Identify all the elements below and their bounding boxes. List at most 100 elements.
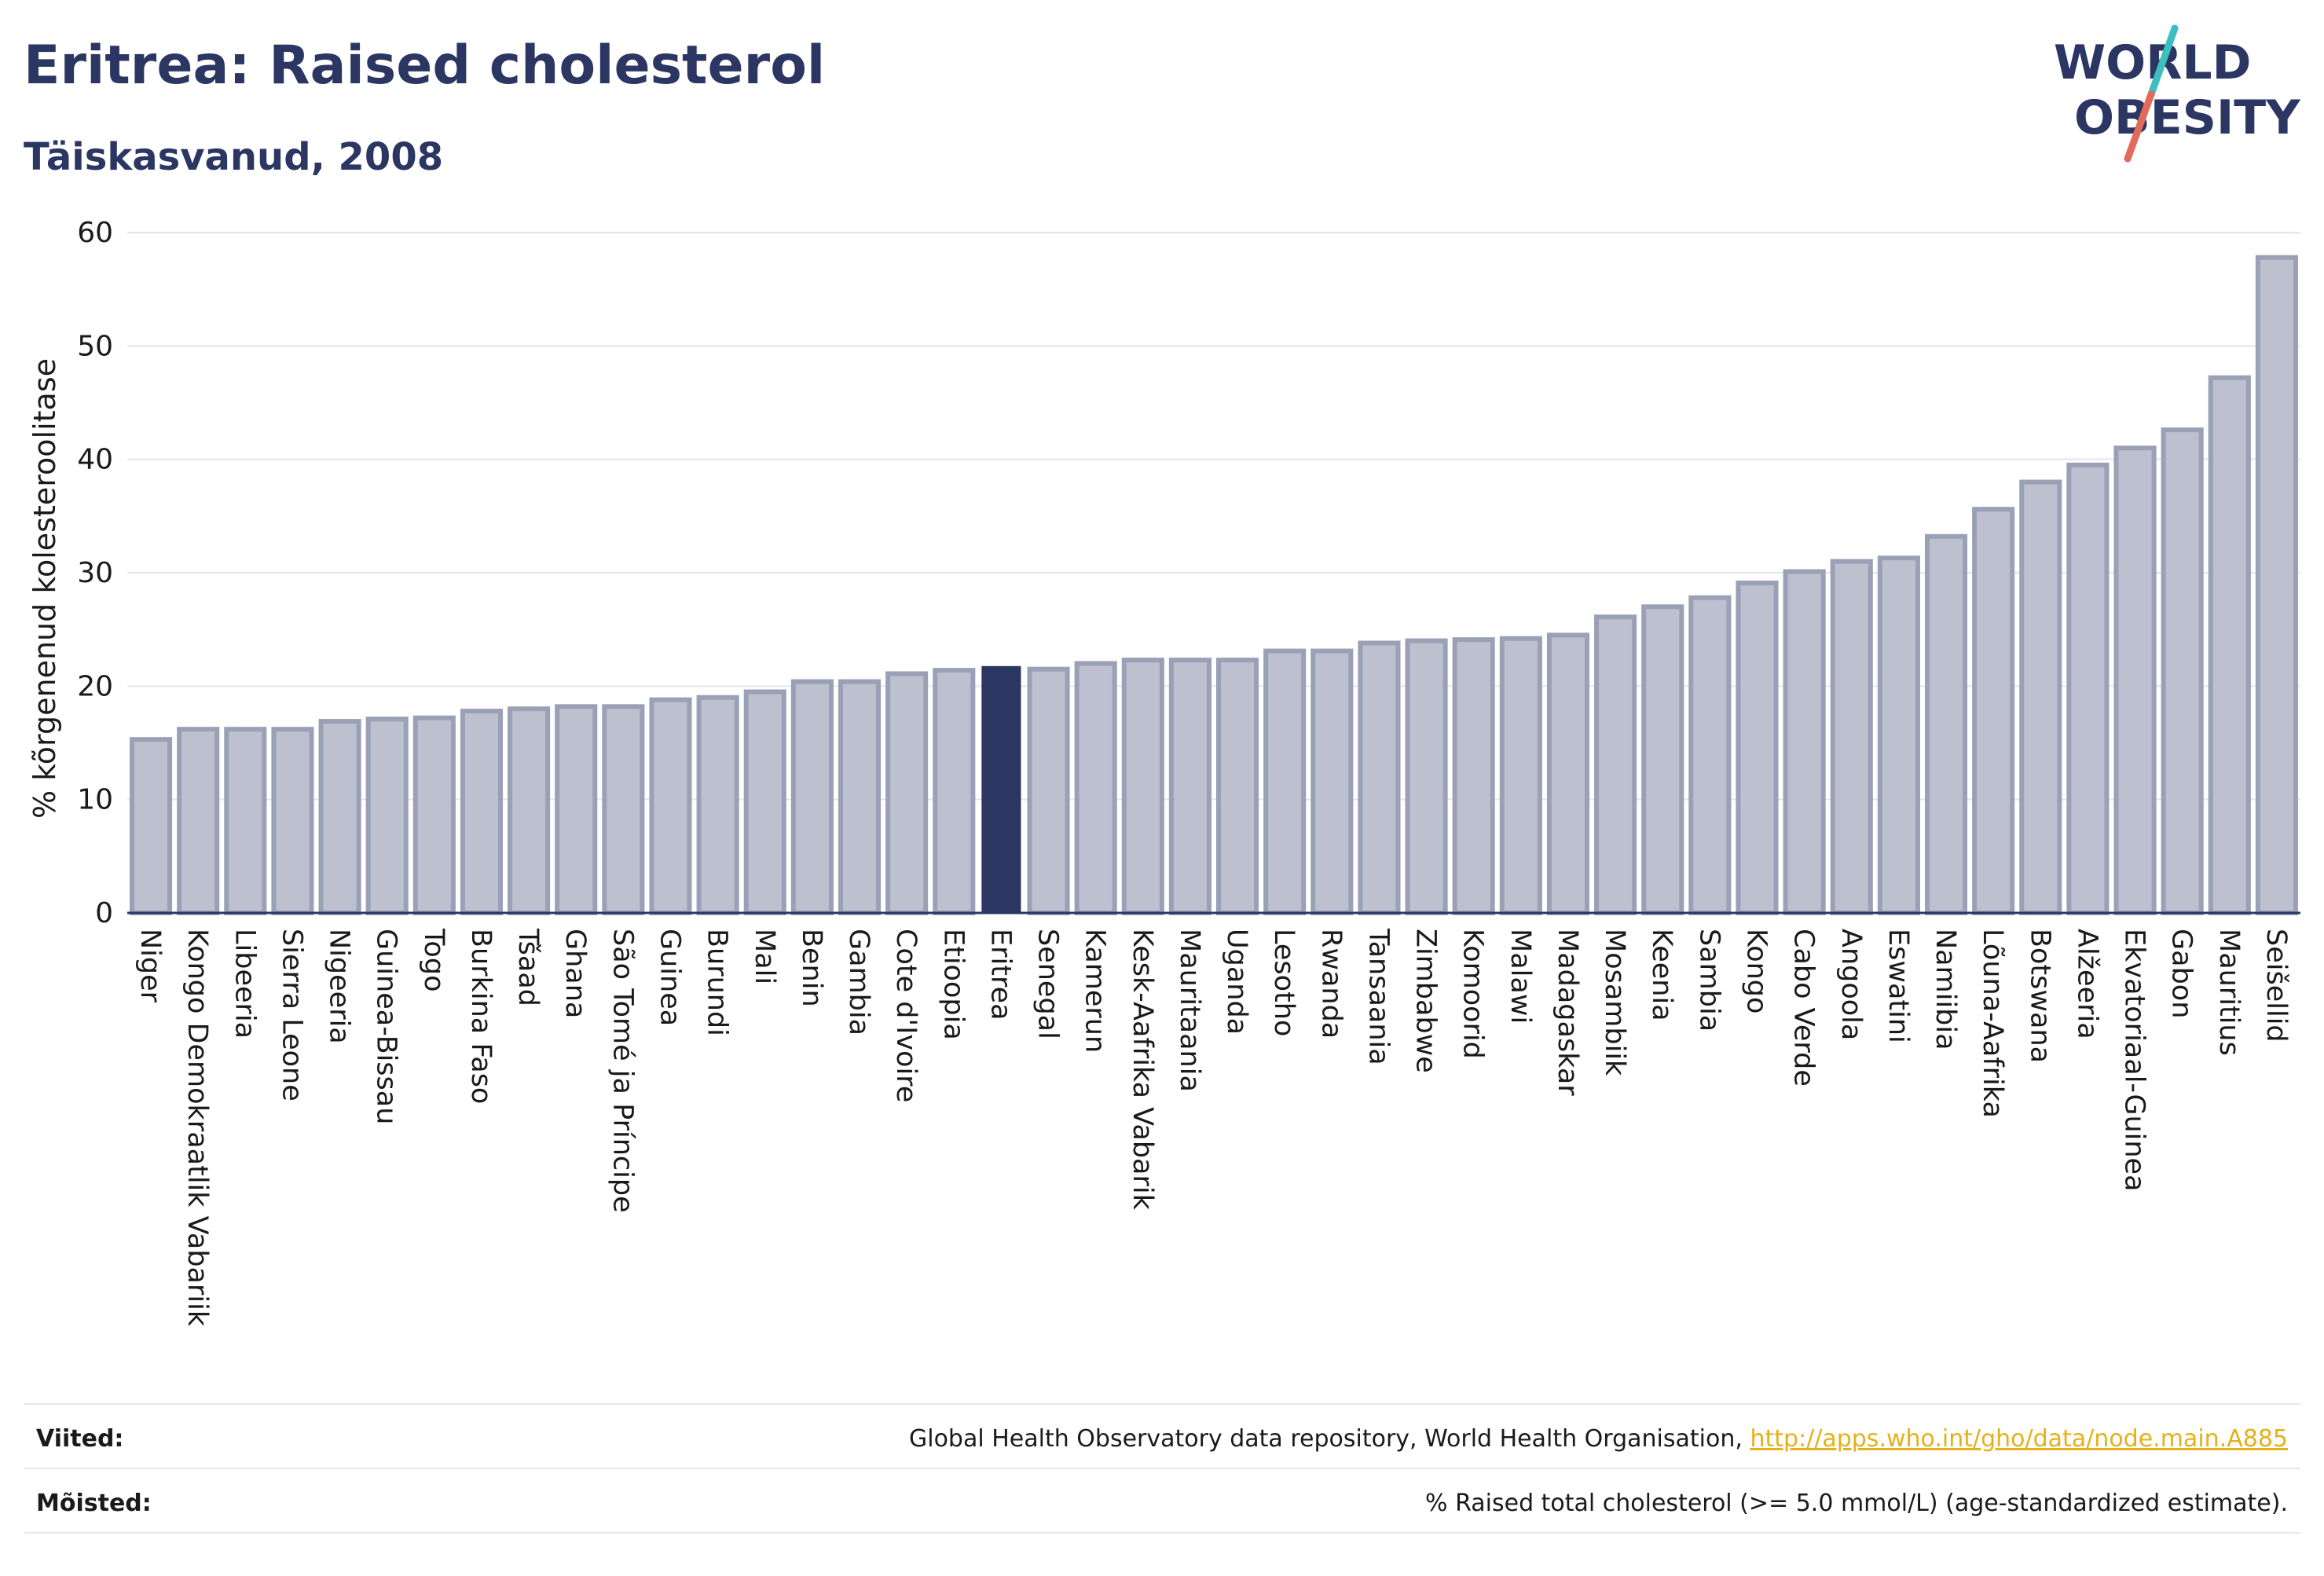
bar	[1594, 614, 1637, 915]
chart-subtitle: Täiskasvanud, 2008	[24, 135, 444, 179]
y-tick-label: 0	[95, 897, 113, 929]
footer-divider-bottom	[24, 1532, 2300, 1534]
y-tick-label: 30	[77, 557, 113, 589]
bar	[177, 727, 220, 915]
x-tick-label: Botswana	[2024, 929, 2055, 1063]
x-tick-label: Lõuna-Aafrika	[1977, 929, 2008, 1118]
x-tick-label: Etioopia	[937, 929, 969, 1040]
x-tick-label: Togo	[418, 928, 449, 991]
bar	[224, 727, 267, 915]
x-tick-label: Guinea-Bissau	[371, 929, 402, 1124]
bar	[2255, 255, 2298, 915]
x-tick-label: Seišellid	[2260, 929, 2292, 1043]
sources-link[interactable]: http://apps.who.int/gho/data/node.main.A…	[1750, 1425, 2288, 1453]
x-tick-label: Kesk-Aafrika Vabarik	[1127, 929, 1158, 1211]
bar	[318, 719, 361, 915]
bar-chart: 0 10 20 30 40 50 60 Niger Kongo Demokraatlik Vab…	[27, 217, 2300, 1327]
world-obesity-logo: WORLD OBESITY	[2054, 24, 2301, 163]
bar	[271, 727, 314, 915]
y-tick-label: 50	[77, 330, 113, 362]
bar	[885, 671, 929, 915]
bar	[1972, 507, 2015, 915]
bar	[1310, 648, 1354, 916]
bar	[2066, 462, 2110, 915]
sources-citation: Global Health Observatory data repositor…	[909, 1425, 1743, 1453]
bar	[743, 689, 786, 915]
x-tick-label: Uganda	[1221, 929, 1252, 1035]
bar	[1924, 533, 1968, 916]
bar	[1263, 648, 1307, 916]
x-tick-label: Ekvatoriaal-Guinea	[2119, 929, 2150, 1192]
bar	[508, 706, 551, 915]
x-tick-label: Cabo Verde	[1788, 929, 1820, 1087]
bar	[790, 679, 834, 915]
bar	[1121, 658, 1164, 915]
x-tick-label: Kamerun	[1080, 929, 1111, 1053]
bar	[365, 717, 409, 915]
bar	[2161, 427, 2204, 915]
x-tick-label: Libeeria	[229, 929, 260, 1039]
y-tick-label: 10	[77, 784, 113, 816]
footer-divider-middle	[24, 1468, 2300, 1469]
bar	[649, 697, 692, 915]
x-tick-label: Gabon	[2166, 929, 2198, 1018]
x-tick-label: Eritrea	[984, 929, 1016, 1021]
y-tick-label: 40	[77, 444, 113, 476]
sources-label: Viited:	[36, 1425, 124, 1453]
x-tick-label: Mosambiik	[1599, 929, 1630, 1076]
bar	[2208, 375, 2251, 916]
definitions-label: Mõisted:	[36, 1490, 152, 1517]
definitions-text: % Raised total cholesterol (>= 5.0 mmol/…	[1425, 1490, 2288, 1517]
bar	[1074, 661, 1117, 915]
bar	[696, 695, 739, 915]
logo-line2: OBESITY	[2074, 90, 2301, 145]
x-tick-label: Zimbabwe	[1410, 929, 1442, 1073]
bar	[1688, 595, 1732, 916]
bar	[2113, 445, 2157, 915]
x-tick-label: Keenia	[1646, 929, 1677, 1021]
bar	[1783, 569, 1826, 915]
x-tick-label: Madagaskar	[1552, 929, 1583, 1096]
x-tick-label: Mauritaania	[1174, 929, 1205, 1092]
x-tick-label: Sambia	[1693, 929, 1725, 1032]
x-tick-label: Malawi	[1505, 929, 1536, 1024]
x-tick-label: Kongo Demokraatlik Vabariik	[181, 929, 213, 1327]
footer-divider-top	[24, 1403, 2300, 1405]
y-tick-label: 60	[77, 217, 113, 249]
x-tick-label: Burundi	[702, 929, 733, 1036]
x-tick-label: Cote d'Ivoire	[890, 929, 922, 1102]
bar	[130, 737, 173, 915]
x-tick-label: Guinea	[654, 929, 686, 1026]
bar	[933, 668, 976, 915]
bar	[1641, 604, 1684, 915]
logo-slash-teal	[2147, 24, 2179, 98]
y-axis-title: % kõrgenenud kolesteroolitase	[27, 358, 62, 819]
x-tick-label: Mauritius	[2213, 929, 2245, 1056]
bar	[838, 679, 882, 915]
bar	[1877, 555, 1920, 916]
logo-slash-red	[2124, 90, 2155, 163]
bar	[412, 715, 456, 915]
bar	[1452, 637, 1495, 915]
x-tick-label: Eswatini	[1882, 929, 1914, 1043]
bar	[1830, 559, 1873, 915]
x-tick-label: Benin	[796, 929, 827, 1007]
x-tick-label: Tšaad	[512, 928, 544, 1006]
bar	[1027, 666, 1070, 916]
x-tick-label: Komoorid	[1457, 929, 1489, 1059]
bar	[981, 665, 1021, 914]
x-tick-label: Gambia	[843, 929, 874, 1035]
y-tick-label: 20	[77, 670, 113, 702]
x-tick-label: Alžeeria	[2071, 929, 2102, 1039]
bar	[1216, 658, 1259, 915]
x-tick-label: Burkina Faso	[465, 929, 497, 1104]
x-tick-label: Sierra Leone	[276, 929, 307, 1101]
bar	[555, 704, 598, 916]
x-tick-label: Mali	[749, 929, 780, 984]
bar	[2019, 479, 2062, 915]
sources-text: Global Health Observatory data repositor…	[909, 1425, 2288, 1453]
bar	[1736, 580, 1779, 915]
x-tick-label: Rwanda	[1315, 929, 1347, 1039]
bar	[1358, 640, 1401, 916]
bar	[1546, 632, 1590, 916]
